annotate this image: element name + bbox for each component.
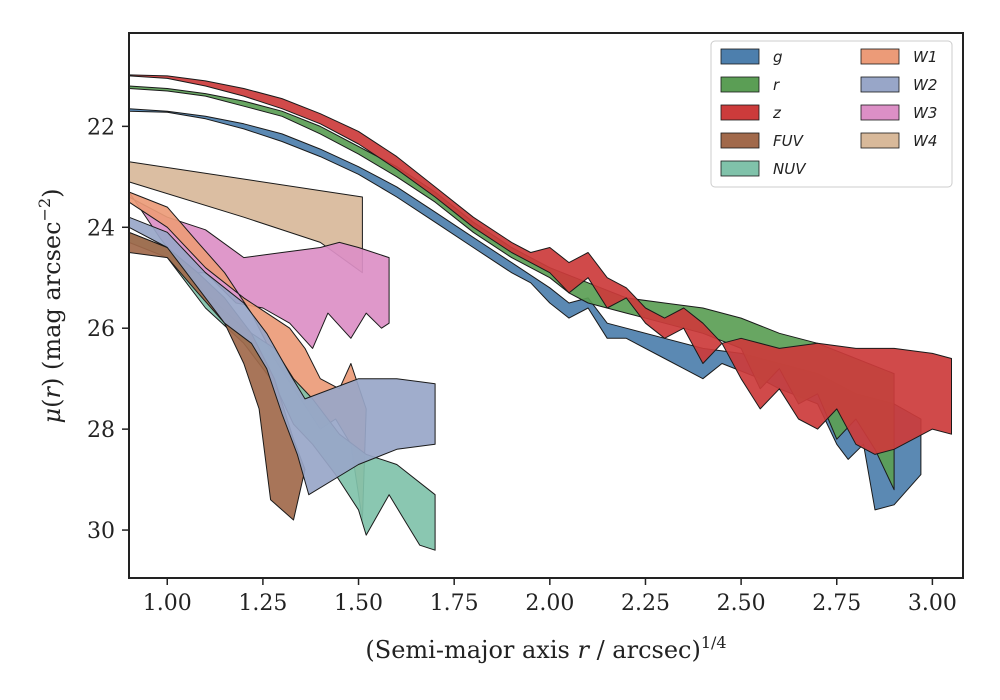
legend: grz FUV NUV W1 W2 W3 W4 (710, 40, 953, 188)
legend-label: NUV (773, 160, 807, 178)
x-tick-label: 1.25 (238, 591, 287, 616)
legend-swatch (720, 104, 760, 121)
x-axis-ticks: 1.00 1.25 1.50 1.75 2.00 2.25 2.50 2.75 3.00 (143, 578, 957, 616)
legend-label: W2 (913, 76, 937, 94)
legend-label: r (773, 76, 780, 94)
legend-swatch (860, 104, 900, 121)
y-tick-label: 30 (87, 519, 115, 544)
legend-swatch (860, 48, 900, 65)
band-z (128, 74, 952, 455)
x-tick-label: 2.50 (717, 591, 766, 616)
x-tick-label: 1.75 (430, 591, 479, 616)
legend-swatch (720, 132, 760, 149)
legend-label: W3 (913, 104, 937, 122)
band-areas (128, 74, 952, 551)
legend-swatch (720, 48, 760, 65)
legend-label: W1 (913, 48, 937, 66)
x-tick-label: 2.25 (621, 591, 670, 616)
legend-swatch (860, 132, 900, 149)
y-axis-ticks: 22 24 26 28 30 (87, 115, 129, 544)
band-w2 (128, 216, 436, 496)
plot-frame (128, 32, 964, 579)
y-tick-label: 26 (87, 317, 115, 342)
legend-swatch (720, 160, 760, 177)
legend-label: z (772, 104, 782, 122)
x-tick-label: 1.50 (334, 591, 383, 616)
y-tick-label: 22 (87, 115, 115, 140)
y-tick-label: 24 (87, 216, 115, 241)
legend-label: FUV (773, 132, 805, 150)
x-tick-label: 2.00 (525, 591, 574, 616)
x-axis-title: (Semi-major axis r / arcsec)1/4 (365, 633, 726, 664)
x-tick-label: 1.00 (143, 591, 192, 616)
y-tick-label: 28 (87, 418, 115, 443)
legend-label: g (773, 48, 783, 66)
legend-swatch (720, 76, 760, 93)
x-tick-label: 2.75 (812, 591, 861, 616)
legend-swatch (860, 76, 900, 93)
legend-label: W4 (913, 132, 937, 150)
x-tick-label: 3.00 (908, 591, 957, 616)
y-axis-title: μ(r) (mag arcsec−2) (35, 188, 66, 423)
